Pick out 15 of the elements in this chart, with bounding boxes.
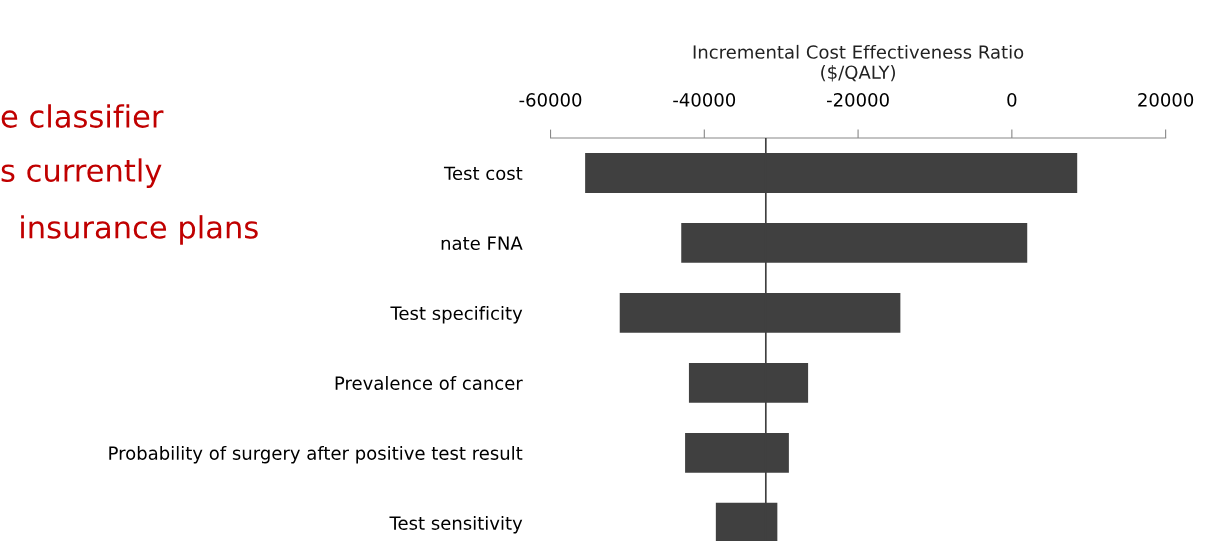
x-tick-label: -20000: [826, 93, 889, 107]
x-tick-label: 0: [1007, 93, 1017, 107]
text: s currently: [1, 158, 162, 188]
text: insurance plans: [21, 215, 258, 245]
y-tick-label: Prevalence of cancer: [335, 376, 523, 390]
y-tick-label: nate FNA: [441, 236, 523, 251]
x-tick-label: 20000: [1138, 93, 1194, 107]
y-tick-label: Test cost: [443, 166, 523, 181]
x-tick-label: -40000: [673, 93, 736, 107]
y-tick-label: Probability of surgery after positive test result: [109, 445, 523, 464]
text: e classifier: [1, 104, 164, 128]
x-axis-title: Incremental Cost Effectiveness Ratio ($/QALY): [693, 44, 1024, 82]
y-tick-label: Test sensitivity: [389, 515, 523, 534]
x-tick-label: -60000: [519, 93, 582, 107]
y-tick-label: Test specificity: [390, 306, 523, 324]
